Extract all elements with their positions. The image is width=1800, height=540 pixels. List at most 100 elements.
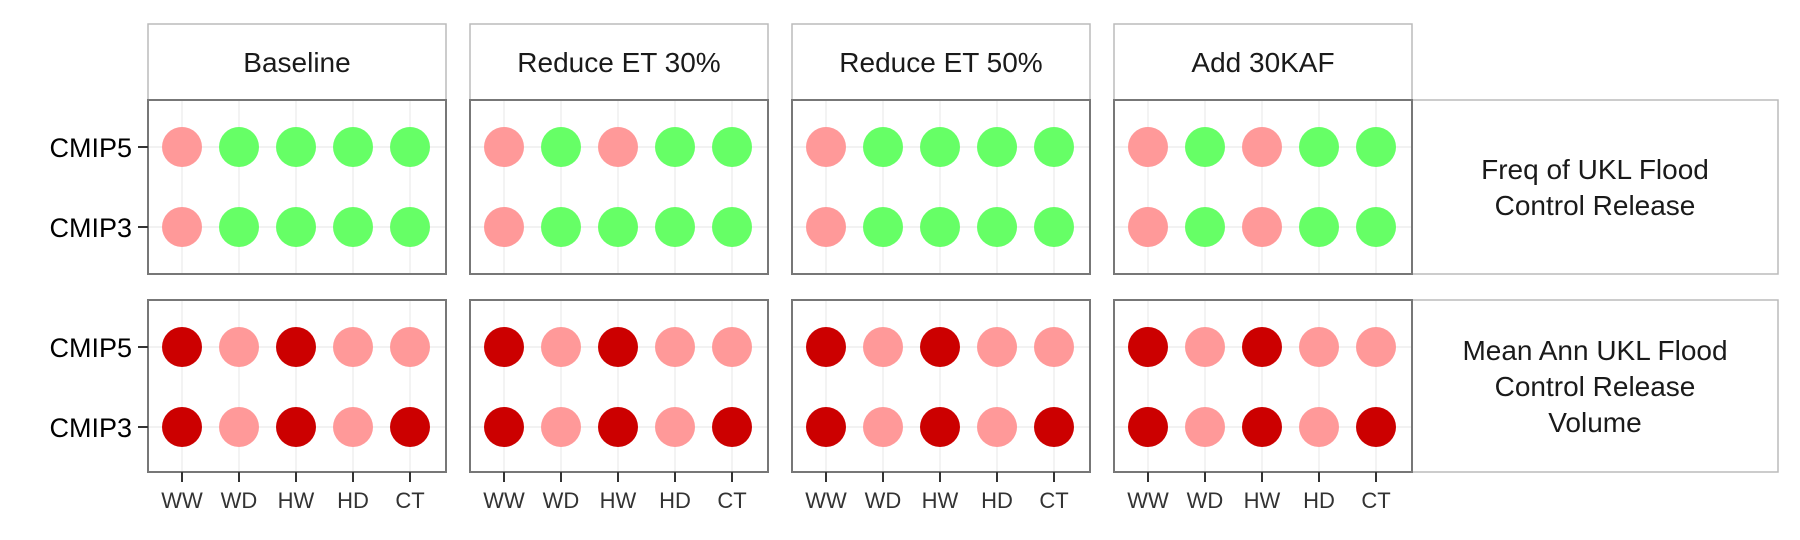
data-point: [333, 207, 373, 247]
data-point: [541, 127, 581, 167]
panel-border: [147, 99, 447, 275]
data-point: [920, 127, 960, 167]
x-tick-label: CT: [1039, 488, 1068, 513]
data-point: [598, 407, 638, 447]
column-strip: [469, 23, 769, 101]
data-point: [162, 207, 202, 247]
x-tick-label: HW: [600, 488, 637, 513]
panel-background: [148, 100, 446, 274]
data-point: [1034, 407, 1074, 447]
data-point: [1128, 207, 1168, 247]
data-point: [655, 407, 695, 447]
data-point: [598, 207, 638, 247]
column-strip: [791, 23, 1091, 101]
column-strip: [1113, 23, 1413, 101]
data-point: [863, 127, 903, 167]
data-point: [806, 407, 846, 447]
data-point: [219, 407, 259, 447]
x-tick-label: WD: [543, 488, 580, 513]
data-point: [806, 327, 846, 367]
data-point: [1185, 327, 1225, 367]
x-tick-label: WW: [483, 488, 525, 513]
data-point: [1185, 407, 1225, 447]
y-tick-label: CMIP3: [49, 413, 132, 443]
data-point: [1185, 207, 1225, 247]
data-point: [219, 207, 259, 247]
data-point: [977, 127, 1017, 167]
data-point: [484, 327, 524, 367]
data-point: [598, 127, 638, 167]
data-point: [390, 207, 430, 247]
data-point: [390, 407, 430, 447]
y-tick-label: CMIP3: [49, 213, 132, 243]
row-strip: [1411, 299, 1779, 473]
column-strip-label: Reduce ET 30%: [517, 47, 720, 78]
column-strip: [147, 23, 447, 101]
data-point: [655, 207, 695, 247]
data-point: [806, 207, 846, 247]
data-point: [276, 407, 316, 447]
data-point: [484, 127, 524, 167]
column-strip-label: Reduce ET 50%: [839, 47, 1042, 78]
data-point: [1356, 127, 1396, 167]
data-point: [1299, 207, 1339, 247]
data-point: [920, 407, 960, 447]
data-point: [276, 207, 316, 247]
data-point: [977, 327, 1017, 367]
data-point: [655, 127, 695, 167]
data-point: [806, 127, 846, 167]
panel-background: [1114, 100, 1412, 274]
data-point: [920, 207, 960, 247]
x-tick-label: HW: [278, 488, 315, 513]
data-point: [1128, 407, 1168, 447]
data-point: [1242, 407, 1282, 447]
data-point: [162, 327, 202, 367]
data-point: [541, 207, 581, 247]
data-point: [162, 127, 202, 167]
data-point: [655, 327, 695, 367]
data-point: [920, 327, 960, 367]
data-point: [1299, 127, 1339, 167]
data-point: [541, 327, 581, 367]
panel-border: [791, 99, 1091, 275]
data-point: [333, 327, 373, 367]
panel-border: [1113, 99, 1413, 275]
data-point: [390, 127, 430, 167]
data-point: [712, 407, 752, 447]
data-point: [333, 407, 373, 447]
data-point: [484, 207, 524, 247]
column-strip-label: Baseline: [243, 47, 350, 78]
panel-background: [792, 100, 1090, 274]
data-point: [863, 407, 903, 447]
data-point: [162, 407, 202, 447]
data-point: [484, 407, 524, 447]
data-point: [1242, 327, 1282, 367]
x-tick-label: CT: [395, 488, 424, 513]
x-tick-label: WD: [865, 488, 902, 513]
data-point: [276, 127, 316, 167]
panel-border: [469, 99, 769, 275]
data-point: [1299, 327, 1339, 367]
data-point: [1356, 327, 1396, 367]
data-point: [1242, 207, 1282, 247]
x-tick-label: HD: [1303, 488, 1335, 513]
data-point: [712, 327, 752, 367]
data-point: [1242, 127, 1282, 167]
data-point: [1356, 407, 1396, 447]
data-point: [1034, 207, 1074, 247]
data-point: [1128, 327, 1168, 367]
x-tick-label: CT: [717, 488, 746, 513]
data-point: [712, 207, 752, 247]
data-point: [977, 407, 1017, 447]
row-strip-label: Freq of UKL Flood: [1481, 154, 1709, 185]
x-tick-label: CT: [1361, 488, 1390, 513]
x-tick-label: HD: [659, 488, 691, 513]
x-tick-label: HW: [1244, 488, 1281, 513]
y-tick-label: CMIP5: [49, 133, 132, 163]
data-point: [1299, 407, 1339, 447]
x-tick-label: WW: [805, 488, 847, 513]
x-tick-label: WW: [1127, 488, 1169, 513]
data-point: [1034, 127, 1074, 167]
data-point: [712, 127, 752, 167]
